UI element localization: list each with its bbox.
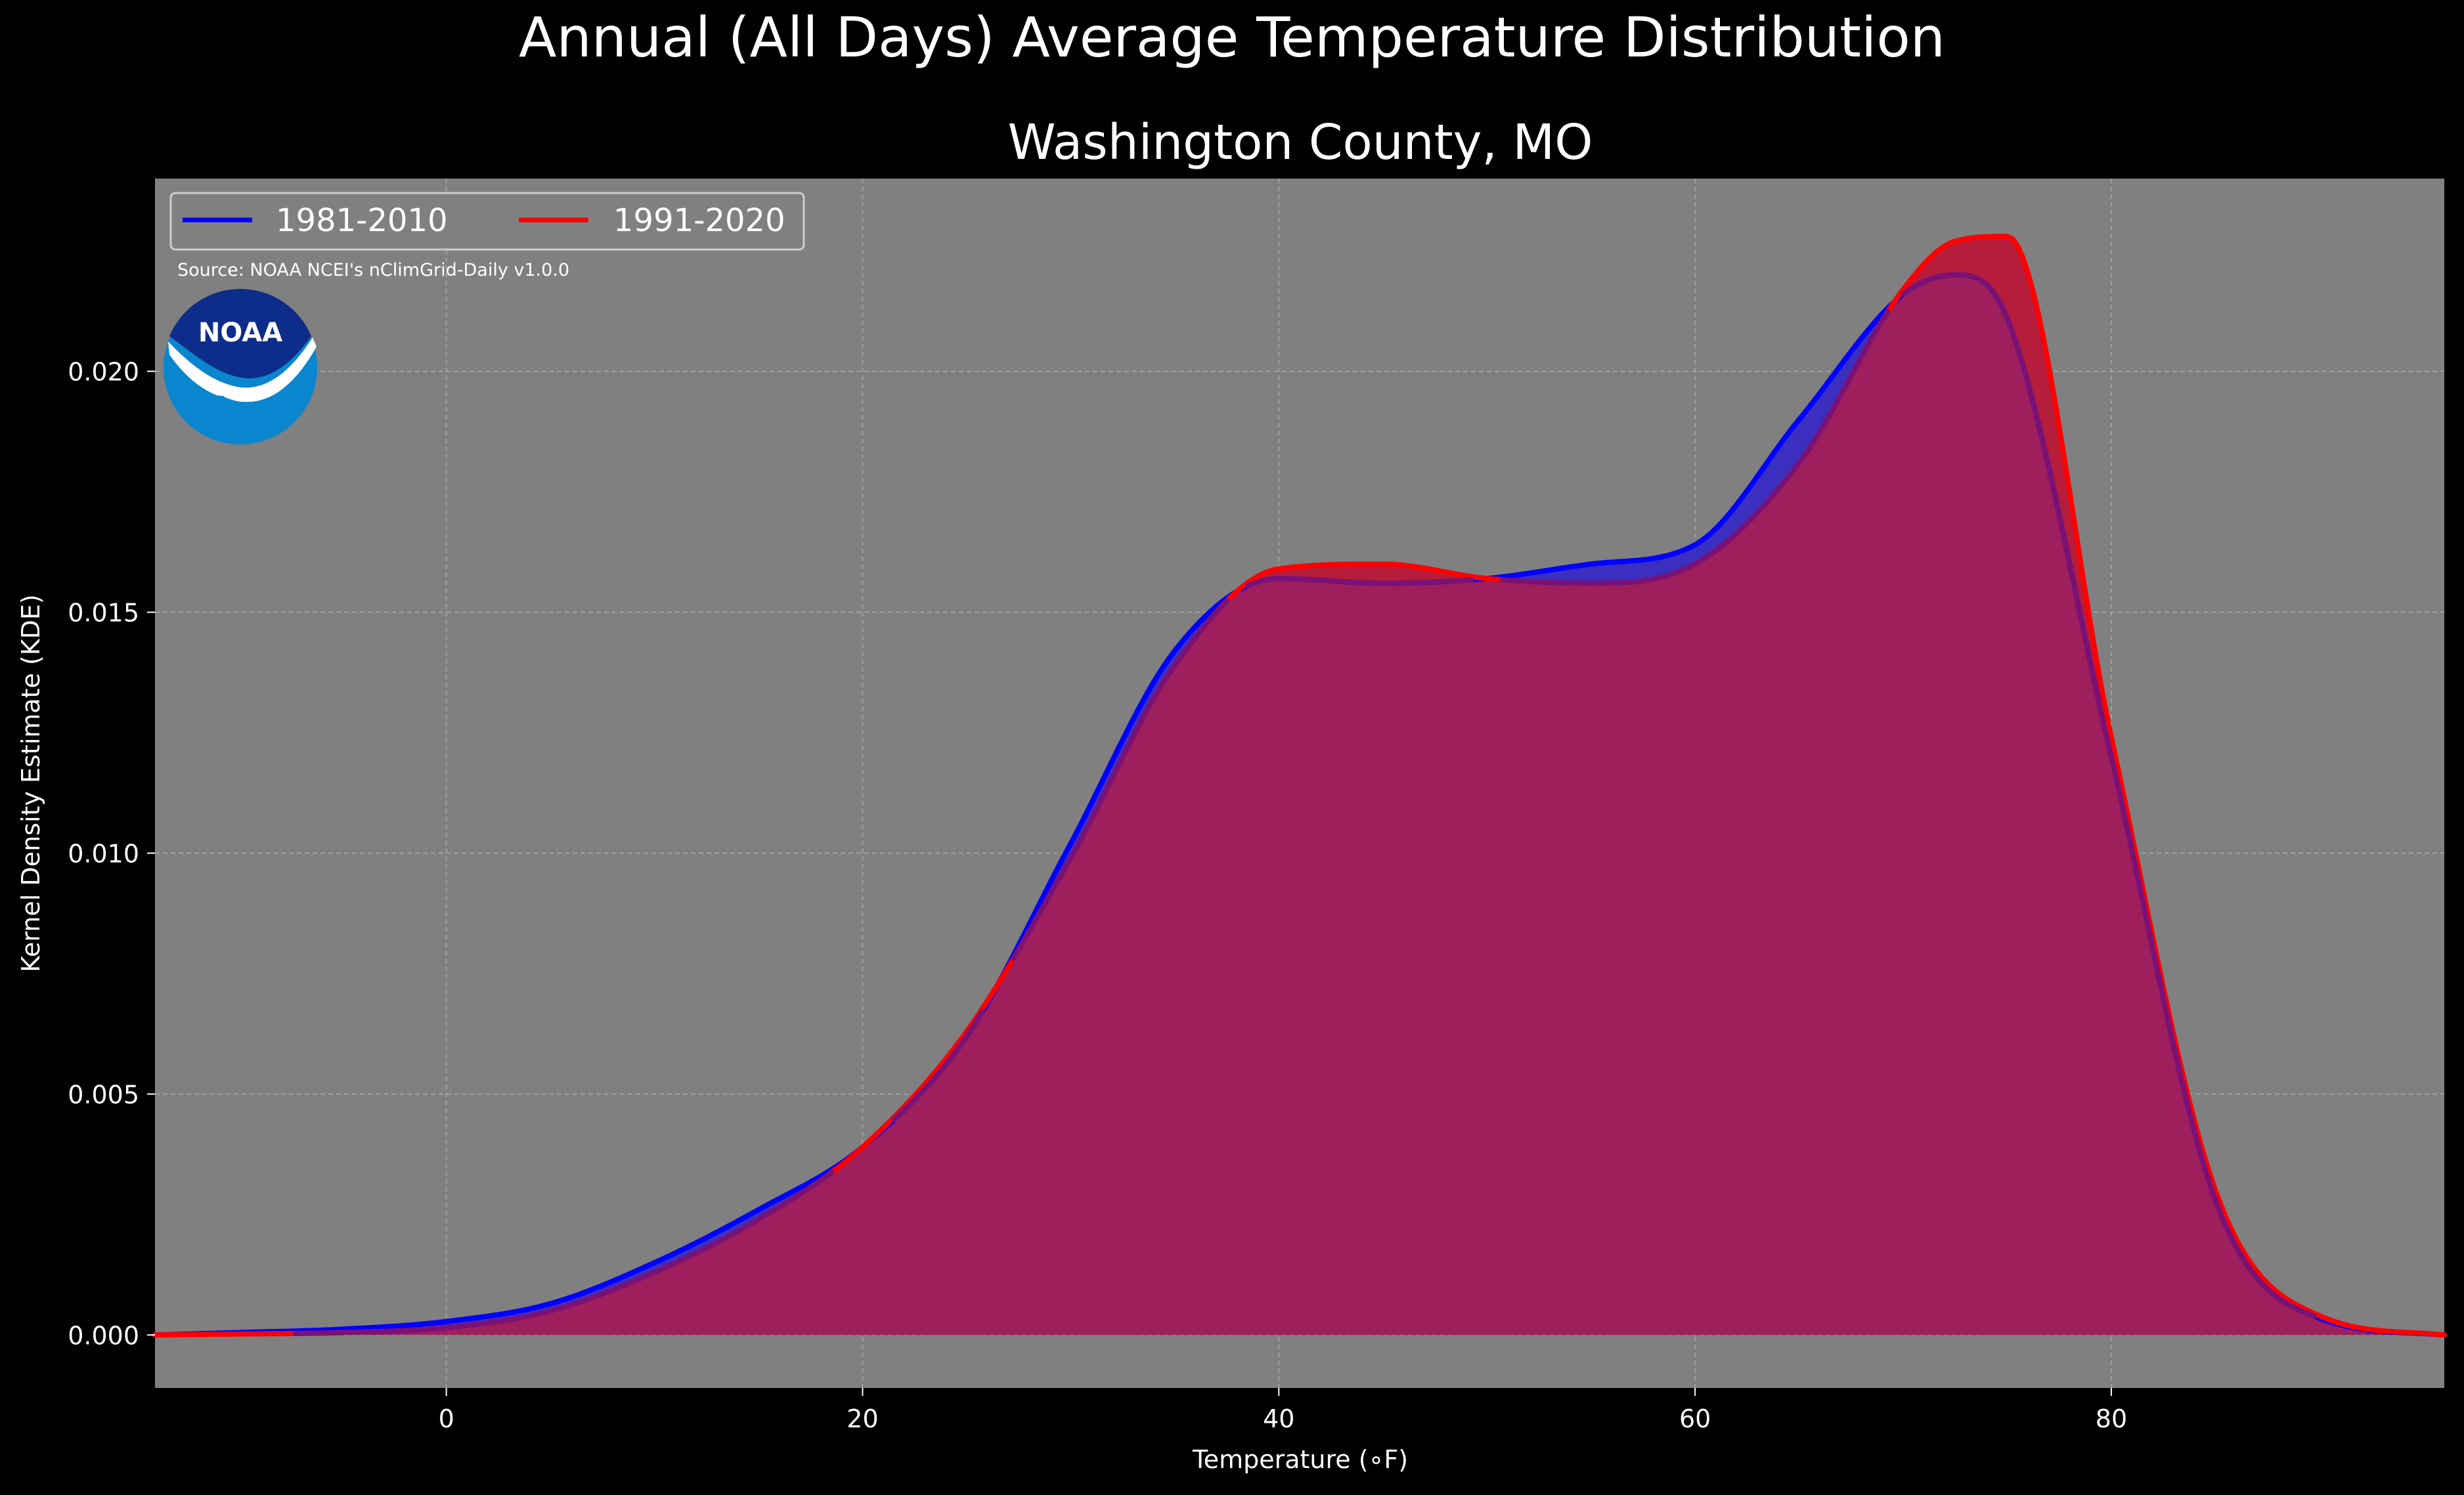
series-line-under-1981-2010-0 [891, 1009, 985, 1123]
x-tick-label-0: 0 [439, 1404, 454, 1433]
y-tick-label-0: 0.000 [68, 1321, 139, 1350]
chart-suptitle: Annual (All Days) Average Temperature Di… [519, 5, 1945, 70]
series-overlap-fill [155, 274, 2444, 1335]
series-line-under-1991-2020-2 [1499, 309, 1891, 586]
noaa-logo-text: NOAA [198, 318, 282, 348]
noaa-logo: NOAA [164, 289, 317, 444]
series-line-under-1991-2020-1 [1011, 598, 1230, 961]
noaa-logo-top [169, 289, 311, 379]
y-tick-label-3: 0.015 [68, 598, 139, 627]
y-tick-label-4: 0.020 [68, 358, 139, 387]
series-lines [152, 234, 2447, 1338]
legend: 1981-2010 1991-2020 [169, 192, 805, 251]
x-tick-label-3: 60 [1679, 1404, 1711, 1433]
y-tick-label-1: 0.005 [68, 1080, 139, 1109]
x-tick-label-4: 80 [2096, 1404, 2127, 1433]
x-tick-label-1: 20 [847, 1404, 878, 1433]
legend-frame [169, 192, 805, 251]
source-note: Source: NOAA NCEI's nClimGrid-Daily v1.0… [177, 260, 569, 280]
noaa-logo-gull-icon [168, 337, 317, 402]
chart-title: Washington County, MO [1007, 114, 1593, 171]
y-tick-label-2: 0.010 [68, 839, 139, 868]
legend-label-1981-2010: 1981-2010 [276, 202, 448, 239]
series-line-under-1991-2020-0 [292, 1169, 834, 1336]
series-line-under-1981-2010-2 [1901, 272, 2317, 1319]
series-line-under-1981-2010-1 [1244, 576, 1474, 589]
axis-ticks: 0 20 40 60 80 0.000 0.005 0.010 0.015 0.020 [68, 358, 2127, 1433]
y-axis-label: Kernel Density Estimate (KDE) [16, 594, 45, 972]
x-axis-label: Temperature (∘F) [1192, 1445, 1408, 1474]
x-tick-label-2: 40 [1263, 1404, 1294, 1433]
legend-label-1991-2020: 1991-2020 [613, 202, 785, 239]
